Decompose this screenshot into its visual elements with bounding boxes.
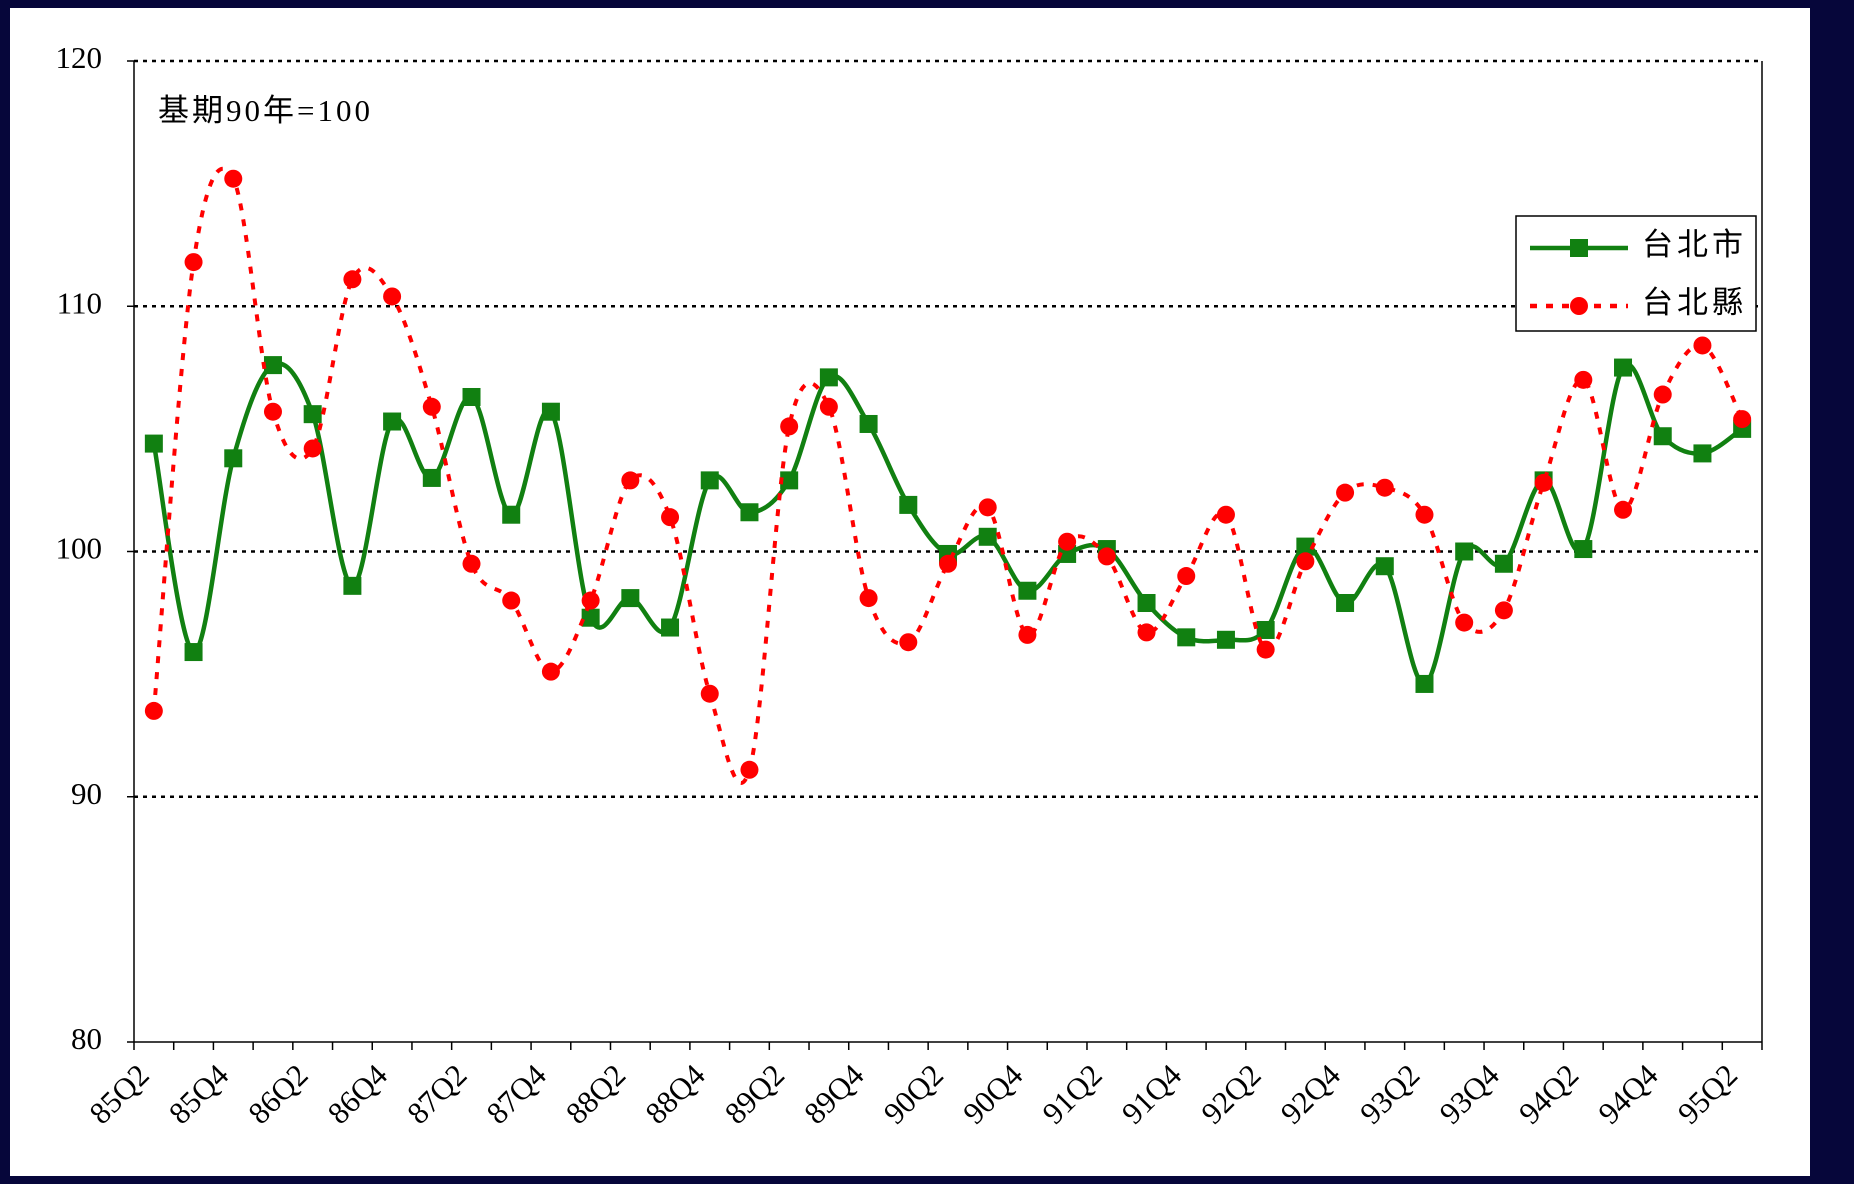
- data-point: [303, 439, 322, 458]
- data-point: [1177, 628, 1196, 647]
- data-point: [581, 591, 600, 610]
- data-point: [978, 498, 997, 517]
- data-point: [1455, 613, 1474, 632]
- data-point: [621, 589, 640, 608]
- data-point: [502, 591, 521, 610]
- data-point: [184, 253, 203, 272]
- legend-label: 台北市: [1642, 227, 1747, 262]
- data-point: [1494, 601, 1513, 620]
- data-point: [224, 169, 243, 188]
- data-point: [1375, 478, 1394, 497]
- data-point: [1614, 500, 1633, 519]
- data-point: [819, 368, 838, 387]
- data-point: [740, 760, 759, 779]
- data-point: [1137, 594, 1156, 613]
- data-point: [621, 471, 640, 490]
- data-point: [1494, 554, 1513, 573]
- data-point: [939, 554, 957, 573]
- y-tick-label: 100: [56, 531, 103, 566]
- data-point: [1256, 620, 1275, 639]
- y-tick-label: 120: [56, 40, 103, 75]
- data-point: [1018, 581, 1037, 600]
- data-point: [661, 618, 680, 637]
- data-point: [303, 405, 322, 424]
- data-point: [700, 684, 719, 703]
- data-point: [462, 554, 481, 573]
- data-point: [343, 270, 362, 289]
- series-line: [151, 361, 1744, 687]
- data-point: [1653, 427, 1672, 446]
- data-point: [1216, 505, 1235, 524]
- legend-marker: [1570, 297, 1588, 315]
- data-point: [1256, 640, 1275, 659]
- y-tick-label: 80: [71, 1021, 102, 1056]
- data-point: [383, 287, 402, 306]
- data-point: [1216, 630, 1235, 649]
- data-point: [1058, 532, 1077, 551]
- data-point: [263, 402, 282, 421]
- data-point: [1375, 557, 1394, 576]
- data-point: [343, 576, 362, 595]
- data-point: [859, 414, 878, 433]
- data-point: [1336, 594, 1355, 613]
- data-point: [1733, 410, 1752, 429]
- data-point: [502, 505, 521, 524]
- data-point: [144, 701, 163, 720]
- data-point: [740, 503, 759, 522]
- data-point: [1614, 358, 1633, 377]
- data-point: [383, 412, 402, 431]
- data-point: [581, 608, 600, 627]
- data-point: [184, 643, 203, 662]
- data-point: [780, 471, 799, 490]
- data-point: [1693, 336, 1712, 355]
- data-point: [462, 387, 481, 406]
- data-point: [1296, 552, 1315, 571]
- data-point: [1336, 483, 1355, 502]
- data-point: [1574, 370, 1593, 389]
- data-point: [661, 508, 680, 527]
- data-point: [1018, 625, 1037, 644]
- data-point: [1137, 623, 1156, 642]
- legend-box: [1515, 215, 1757, 332]
- data-point: [700, 471, 719, 490]
- data-point: [1296, 537, 1315, 556]
- data-point: [541, 402, 560, 421]
- data-point: [1177, 567, 1196, 586]
- legend-label: 台北縣: [1642, 285, 1747, 320]
- data-point: [224, 449, 243, 468]
- data-point: [1415, 505, 1434, 524]
- y-tick-label: 90: [71, 776, 102, 811]
- data-point: [978, 527, 997, 546]
- data-point: [1455, 542, 1474, 561]
- legend-marker: [1570, 239, 1588, 257]
- annotation: 基期90年=100: [158, 93, 373, 128]
- data-point: [780, 417, 799, 436]
- data-point: [899, 633, 918, 652]
- chart-panel: [10, 8, 1810, 1176]
- data-point: [422, 468, 441, 487]
- data-point: [1415, 674, 1434, 693]
- data-point: [1534, 473, 1553, 492]
- data-point: [1097, 547, 1116, 566]
- data-point: [819, 397, 838, 416]
- y-tick-label: 110: [57, 285, 102, 320]
- data-point: [263, 356, 282, 375]
- data-point: [859, 589, 878, 608]
- data-point: [1574, 540, 1593, 559]
- data-point: [899, 495, 918, 514]
- data-point: [422, 397, 441, 416]
- data-point: [541, 662, 560, 681]
- data-point: [144, 434, 163, 453]
- data-point: [1693, 444, 1712, 463]
- data-point: [1653, 385, 1672, 404]
